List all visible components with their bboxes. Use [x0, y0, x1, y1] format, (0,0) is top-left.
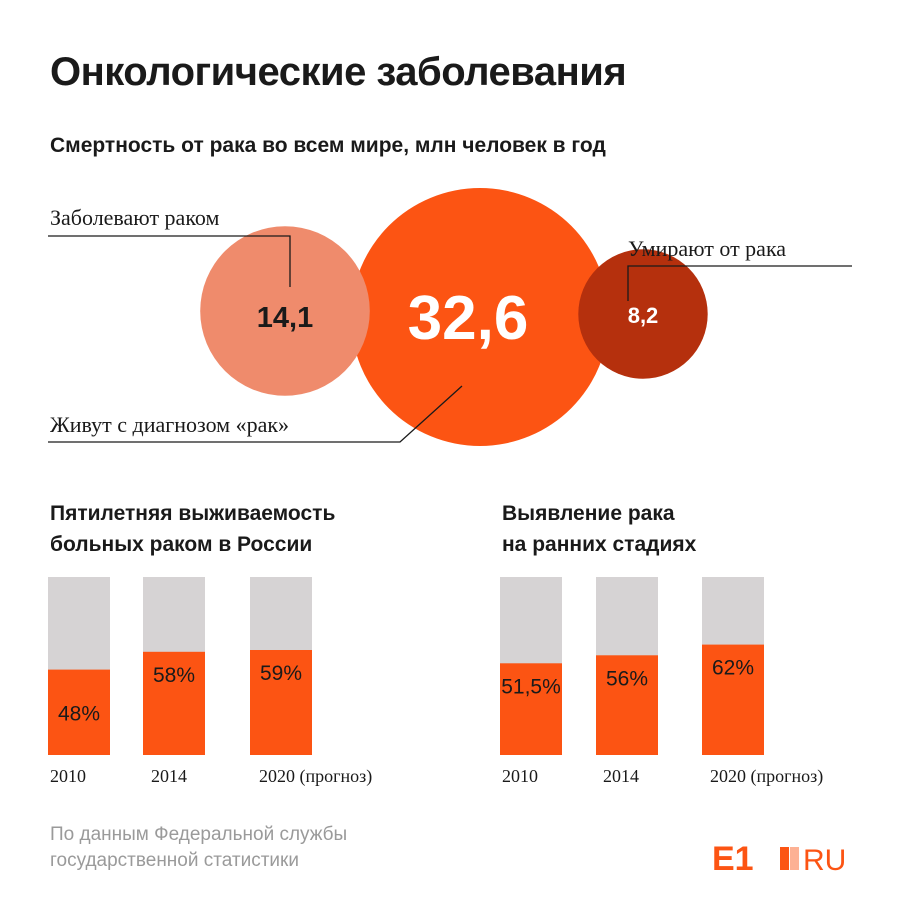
bubble-chart: 32,6 14,1 8,2 — [48, 188, 852, 446]
survival-year-2020: 2020 (прогноз) — [259, 766, 373, 786]
page-title: Онкологические заболевания — [50, 50, 627, 94]
survival-year-2010: 2010 — [50, 766, 86, 786]
survival-chart-title: Пятилетняя выживаемость больных раком в … — [50, 498, 335, 560]
detection-year-2014: 2014 — [603, 766, 639, 786]
bubble-sick — [200, 226, 370, 396]
leader-line-sick — [48, 235, 291, 287]
label-dying: Умирают от рака — [628, 236, 787, 261]
logo-e1-text: E1 — [712, 840, 754, 878]
detection-bar-label-0: 51,5% — [501, 675, 561, 698]
detection-title-line-2: на ранних стадиях — [502, 533, 697, 556]
bubble-value-living: 32,6 — [408, 284, 529, 353]
detection-bar-1 — [596, 655, 658, 755]
survival-bar-2 — [250, 650, 312, 755]
label-sick: Заболевают раком — [50, 205, 220, 230]
leader-line-living — [48, 385, 463, 443]
detection-bar-2 — [702, 644, 764, 755]
e1-logo: E1 RU — [712, 840, 846, 878]
bubble-value-sick: 14,1 — [257, 302, 313, 334]
detection-chart-title: Выявление рака на ранних стадиях — [502, 498, 696, 560]
logo-square-solid — [780, 847, 789, 870]
bar-charts: 48% 58% 59% 51,5% 56% 62% — [48, 577, 764, 755]
survival-bar-label-0: 48% — [58, 702, 100, 725]
survival-bar-0 — [48, 669, 110, 755]
survival-bar-1 — [143, 651, 205, 755]
leader-line-dying — [627, 265, 852, 301]
detection-title-line-1: Выявление рака — [502, 502, 675, 525]
chart-subtitle: Смертность от рака во всем мире, млн чел… — [50, 134, 606, 157]
label-living: Живут с диагнозом «рак» — [50, 412, 290, 437]
survival-bar-label-2: 59% — [260, 662, 302, 685]
logo-ru-text: RU — [803, 844, 846, 877]
detection-year-2020: 2020 (прогноз) — [710, 766, 824, 786]
bubble-living — [351, 188, 609, 446]
source-line-2: государственной статистики — [50, 850, 299, 871]
logo-square-light — [790, 847, 799, 870]
bubble-value-dying: 8,2 — [628, 303, 659, 328]
source-note: По данным Федеральной службы государстве… — [50, 822, 347, 874]
survival-year-2014: 2014 — [151, 766, 187, 786]
survival-title-line-1: Пятилетняя выживаемость — [50, 502, 336, 525]
bubble-dying — [578, 249, 708, 379]
detection-bar-0 — [500, 663, 562, 755]
source-line-1: По данным Федеральной службы — [50, 824, 348, 845]
detection-bar-label-1: 56% — [606, 667, 648, 690]
detection-year-2010: 2010 — [502, 766, 538, 786]
survival-bar-label-1: 58% — [153, 664, 195, 687]
survival-title-line-2: больных раком в России — [50, 533, 313, 556]
detection-bar-label-2: 62% — [712, 657, 754, 680]
